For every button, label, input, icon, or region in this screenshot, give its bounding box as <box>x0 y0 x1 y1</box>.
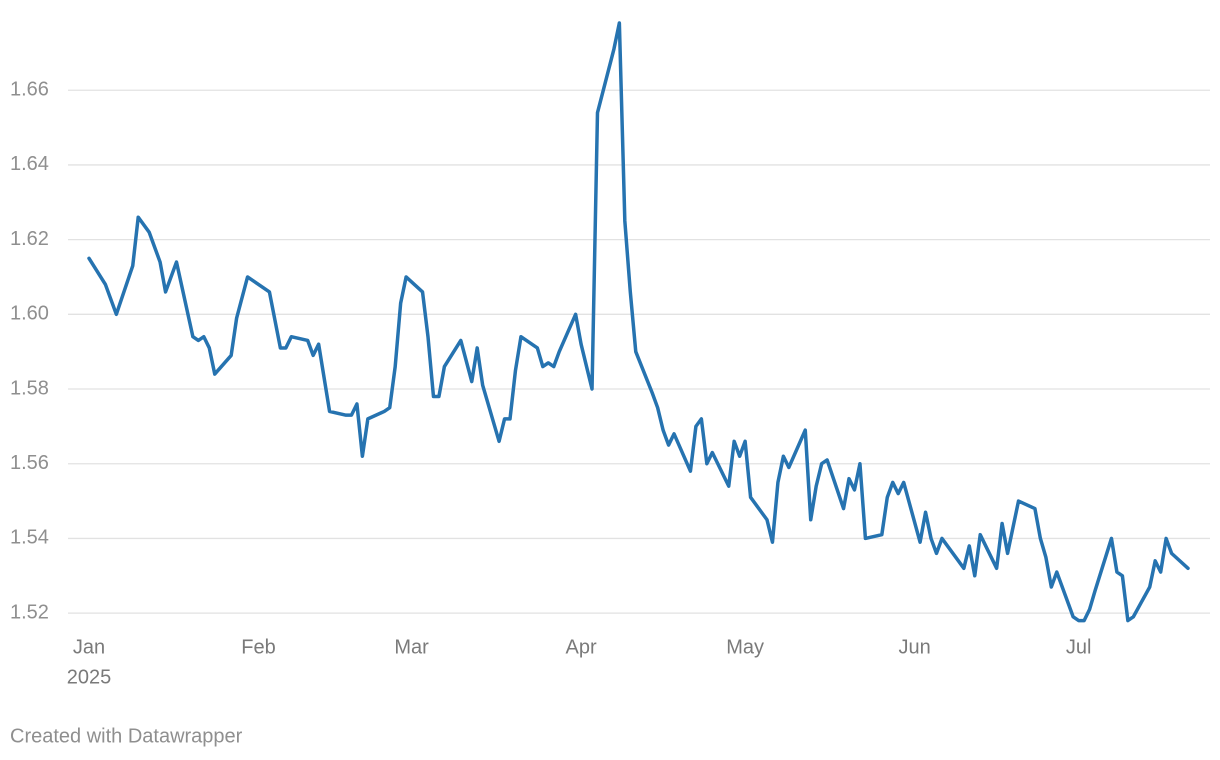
footer: Created with Datawrapper <box>10 725 243 747</box>
x-tick-label: Apr <box>566 636 597 658</box>
x-tick-label: Mar <box>394 636 429 658</box>
x-tick-label: Jan <box>73 636 105 658</box>
y-tick-label: 1.60 <box>10 303 49 325</box>
y-tick-label: 1.62 <box>10 228 49 250</box>
y-tick-label: 1.58 <box>10 377 49 399</box>
x-tick-label: Jul <box>1066 636 1092 658</box>
x-tick-label: May <box>726 636 764 658</box>
y-tick-label: 1.52 <box>10 601 49 623</box>
y-tick-label: 1.64 <box>10 153 49 175</box>
data-line <box>87 21 1190 623</box>
x-year-label: 2025 <box>67 666 112 688</box>
y-tick-label: 1.56 <box>10 452 49 474</box>
y-tick-label: 1.54 <box>10 527 49 549</box>
x-tick-label: Jun <box>898 636 930 658</box>
y-tick-label: 1.66 <box>10 79 49 101</box>
x-tick-label: Feb <box>241 636 275 658</box>
